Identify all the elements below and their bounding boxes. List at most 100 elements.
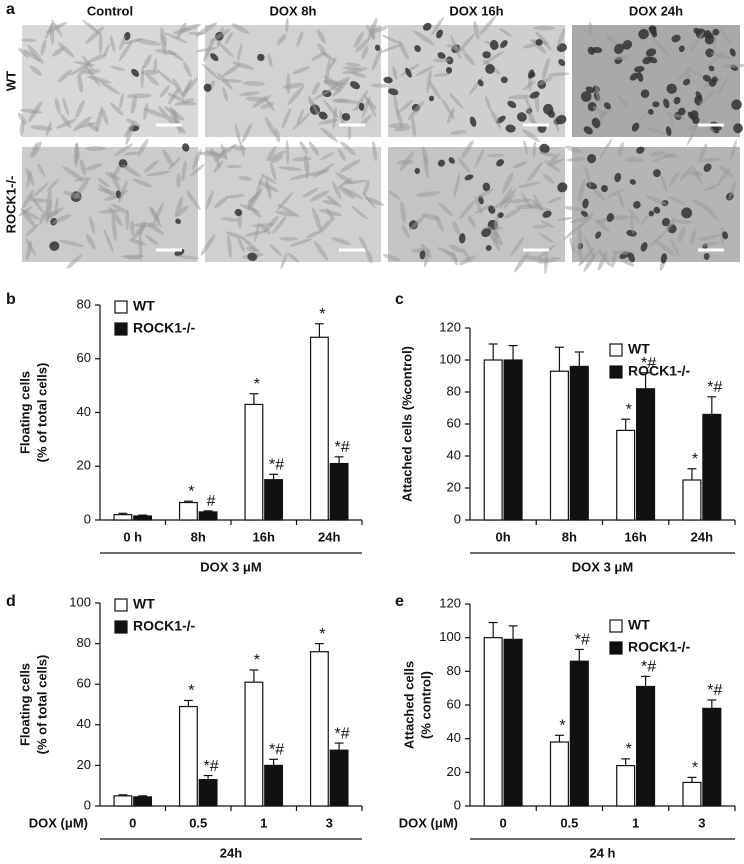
cell — [118, 36, 127, 51]
cell — [562, 223, 583, 241]
cell — [311, 52, 326, 61]
x-prefix-label: DOX (μM) — [399, 815, 458, 830]
cell — [532, 224, 548, 229]
cell — [289, 172, 315, 181]
cell — [679, 165, 693, 181]
y-tick-label: 80 — [447, 663, 461, 678]
bar — [113, 795, 133, 807]
legend-swatch — [609, 365, 623, 379]
bar — [133, 796, 153, 807]
cell — [227, 194, 245, 199]
cell — [349, 81, 360, 90]
x-tick-label: 3 — [326, 815, 333, 830]
cell — [543, 160, 561, 172]
cell — [170, 106, 179, 126]
cell — [677, 64, 695, 81]
error-bar — [574, 648, 584, 662]
cell — [496, 159, 504, 167]
cell — [416, 191, 440, 197]
legend-label: ROCK1-/- — [133, 320, 196, 336]
cell — [128, 238, 147, 246]
cell — [408, 215, 426, 231]
cell — [500, 76, 508, 84]
cell — [276, 191, 294, 212]
cell — [606, 188, 625, 199]
cell — [660, 253, 668, 264]
cell — [332, 76, 350, 89]
cell — [520, 192, 533, 209]
error-bar — [687, 468, 697, 480]
cell — [355, 38, 370, 53]
y-tick-label: 60 — [77, 350, 91, 365]
cell — [85, 233, 96, 250]
cell — [703, 163, 712, 172]
cell — [565, 145, 583, 153]
cell — [500, 40, 508, 48]
cell — [400, 63, 420, 77]
y-axis-label: Floating cells — [17, 663, 32, 746]
cell — [205, 150, 228, 159]
cell — [158, 105, 175, 127]
cell — [126, 93, 152, 99]
cell — [673, 96, 681, 105]
cell — [400, 201, 406, 224]
cell — [504, 208, 521, 219]
cell — [311, 82, 320, 95]
cell — [703, 183, 721, 191]
bar — [616, 429, 636, 521]
legend-swatch — [114, 620, 128, 634]
cell — [45, 189, 52, 215]
significance-mark: *# — [335, 725, 350, 742]
cell — [339, 141, 356, 156]
cell — [661, 217, 670, 227]
significance-mark: *# — [269, 742, 284, 759]
cell — [125, 120, 135, 146]
cell — [398, 40, 410, 61]
cell — [270, 162, 277, 181]
cell — [371, 47, 382, 72]
error-bar — [334, 456, 344, 464]
cell — [226, 164, 242, 169]
bar — [329, 749, 349, 807]
error-bar — [118, 512, 128, 515]
cell — [618, 256, 635, 267]
cell — [362, 192, 376, 209]
cell — [143, 103, 149, 120]
bar — [198, 779, 218, 807]
significance-mark: *# — [269, 457, 284, 474]
x-tick-label: 0.5 — [189, 815, 207, 830]
cell — [614, 172, 622, 183]
cell — [381, 34, 401, 44]
cell — [287, 85, 304, 106]
cell — [479, 15, 497, 36]
cell — [556, 216, 573, 221]
cell — [457, 157, 471, 173]
cell — [144, 160, 159, 173]
cell — [526, 108, 536, 125]
cell — [266, 146, 277, 162]
cell — [617, 142, 625, 157]
cell — [372, 141, 378, 162]
cell — [618, 192, 624, 208]
cell — [540, 220, 555, 228]
error-bar — [641, 372, 651, 389]
significance-mark: * — [254, 652, 260, 669]
bar — [483, 359, 503, 521]
error-bar — [183, 699, 193, 707]
cell — [62, 166, 84, 181]
panel-label: c — [395, 291, 404, 308]
cell — [558, 59, 566, 67]
cell — [460, 140, 474, 159]
cell — [627, 252, 635, 263]
cell — [287, 252, 300, 263]
cell — [388, 88, 399, 96]
cell — [702, 74, 712, 82]
cell — [247, 192, 260, 203]
cell — [473, 20, 480, 40]
cell — [622, 39, 633, 50]
error-bar — [488, 621, 498, 638]
cell — [62, 97, 69, 116]
cell — [52, 46, 65, 57]
micrograph — [195, 17, 391, 144]
